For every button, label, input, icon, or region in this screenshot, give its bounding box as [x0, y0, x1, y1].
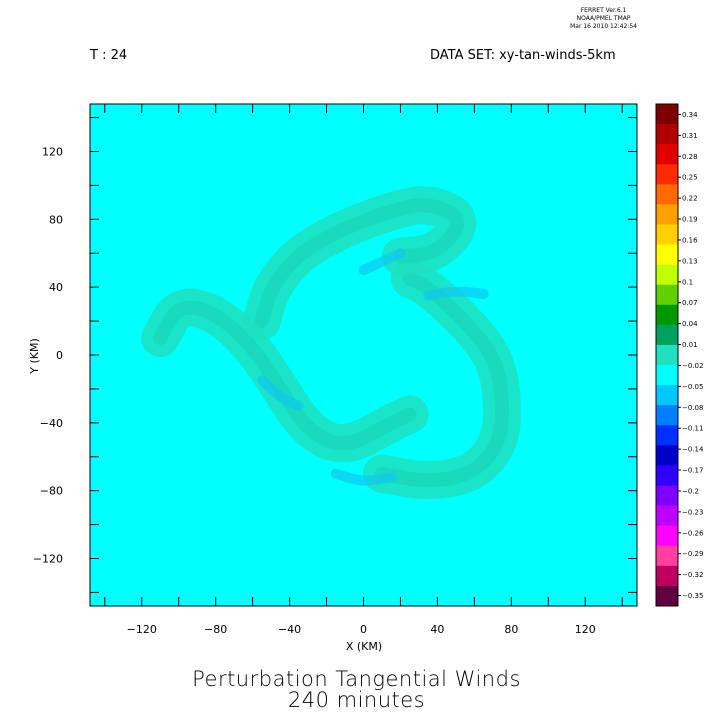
negative-patch	[330, 468, 397, 486]
colorbar-label: 0.31	[682, 132, 698, 140]
colorbar-swatch	[656, 104, 678, 125]
colorbar-label: −0.32	[682, 571, 703, 579]
colorbar-label: 0.16	[682, 236, 698, 244]
colorbar-swatch	[656, 465, 678, 487]
heatmap-field	[90, 104, 637, 606]
colorbar-label: −0.29	[682, 550, 703, 558]
colorbar-swatch	[656, 244, 678, 266]
colorbar-label: 0.34	[682, 111, 698, 119]
colorbar-swatch	[656, 204, 678, 225]
software-stamp: FERRET Ver.6.1 NOAA/PMEL TMAP Mar 16 201…	[570, 7, 637, 31]
chart-subtitle: 240 minutes	[287, 688, 426, 712]
software-version: FERRET Ver.6.1	[580, 7, 627, 14]
heatmap-background	[90, 104, 637, 606]
colorbar-swatch	[656, 585, 678, 607]
colorbar-swatch	[656, 445, 678, 466]
colorbar-label: 0.28	[682, 153, 698, 161]
x-tick-label: −120	[127, 623, 157, 636]
x-axis-label: X (KM)	[346, 640, 382, 653]
x-tick-label: 120	[575, 623, 596, 636]
colorbar-label: −0.2	[682, 487, 699, 495]
colorbar-swatch	[656, 545, 678, 567]
x-axis: −120 −80 −40 0 40 80 120	[104, 104, 623, 636]
spiral-arm-core	[374, 271, 510, 488]
colorbar-label: −0.08	[682, 404, 703, 412]
colorbar-swatch	[656, 425, 678, 446]
colorbar-label: −0.26	[682, 529, 704, 537]
negative-patch	[423, 286, 489, 301]
colorbar-label: 0.04	[682, 320, 698, 328]
x-tick-label: 80	[504, 623, 518, 636]
colorbar-swatch	[656, 284, 678, 306]
colorbar-label: −0.05	[682, 383, 703, 391]
colorbar-label: −0.14	[682, 446, 704, 454]
dataset-label: DATA SET: xy-tan-winds-5km	[430, 48, 616, 63]
colorbar-label: 0.1	[682, 278, 693, 286]
colorbar-swatch	[656, 405, 678, 426]
colorbar-label: −0.11	[682, 425, 703, 433]
colorbar-swatch	[656, 304, 678, 326]
colorbar-label: 0.22	[682, 195, 698, 203]
y-tick-label: 120	[42, 145, 63, 158]
colorbar-swatch	[656, 124, 678, 145]
colorbar-label: 0.25	[682, 174, 698, 182]
colorbar-swatch	[656, 224, 678, 246]
x-tick-label: −40	[278, 623, 301, 636]
y-tick-label: 40	[49, 281, 63, 294]
colorbar-label: −0.23	[682, 508, 703, 516]
x-tick-label: 40	[430, 623, 444, 636]
spiral-arm-core	[254, 198, 465, 329]
colorbar-swatch	[656, 184, 678, 205]
software-timestamp: Mar 16 2010 12:42:54	[570, 23, 637, 30]
spiral-arm-core	[153, 300, 417, 451]
colorbar-label: −0.35	[682, 592, 703, 600]
colorbar-label: 0.19	[682, 216, 698, 224]
colorbar-swatch	[656, 365, 678, 386]
colorbar-swatch	[656, 164, 678, 185]
y-tick-label: −80	[40, 485, 63, 498]
y-tick-label: 0	[56, 349, 63, 362]
chart-title: Perturbation Tangential Winds	[192, 667, 521, 691]
y-axis: 120 80 40 0 −40 −80 −120	[33, 117, 637, 593]
colorbar: 0.34 0.31 0.28 0.25 0.22 0.19 0.16 0.13 0.1 0.07 0…	[655, 103, 704, 607]
colorbar-label: 0.07	[682, 299, 698, 307]
colorbar-swatch	[656, 385, 678, 406]
colorbar-label: −0.02	[682, 362, 703, 370]
colorbar-label: −0.17	[682, 467, 703, 475]
colorbar-swatch	[656, 505, 678, 527]
y-axis-label: Y (KM)	[28, 338, 41, 375]
x-tick-label: 0	[360, 623, 367, 636]
time-label: T : 24	[90, 48, 128, 63]
colorbar-swatch	[656, 525, 678, 547]
colorbar-border	[655, 103, 679, 607]
colorbar-swatch	[656, 264, 678, 286]
colorbar-swatch	[656, 565, 678, 587]
colorbar-swatch	[656, 344, 678, 366]
negative-patch	[256, 375, 304, 411]
y-tick-label: −40	[40, 417, 63, 430]
y-tick-label: 80	[49, 213, 63, 226]
negative-patch	[358, 248, 406, 276]
y-tick-label: −120	[33, 553, 63, 566]
colorbar-label: 0.01	[682, 341, 698, 349]
colorbar-label: 0.13	[682, 257, 698, 265]
colorbar-swatch	[656, 324, 678, 346]
x-tick-label: −80	[204, 623, 227, 636]
colorbar-swatch	[656, 485, 678, 507]
colorbar-swatch	[656, 144, 678, 165]
software-lab: NOAA/PMEL TMAP	[576, 15, 631, 22]
